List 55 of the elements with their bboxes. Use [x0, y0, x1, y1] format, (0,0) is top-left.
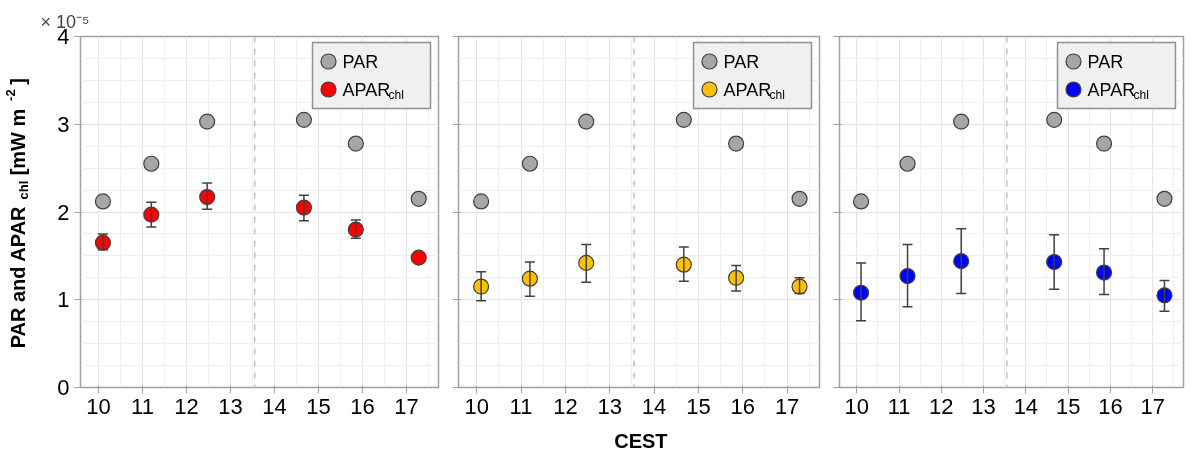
- x-tick-label: 16: [350, 393, 375, 419]
- x-tick-label: 16: [1098, 393, 1123, 419]
- x-tick-label: 11: [131, 393, 154, 419]
- x-tick-label: 13: [218, 393, 243, 419]
- point: [899, 267, 916, 285]
- point: [410, 190, 427, 207]
- point: [1095, 135, 1113, 152]
- point: [199, 113, 216, 130]
- x-tick-label: 11: [509, 393, 533, 419]
- point: [521, 155, 538, 172]
- y-tick-label: 2: [57, 199, 70, 225]
- point: [578, 113, 595, 130]
- point: [953, 113, 970, 130]
- x-tick-label: 14: [641, 393, 667, 419]
- x-axis-title: CEST: [614, 430, 668, 453]
- x-tick-label: 10: [844, 393, 870, 419]
- x-tick-label: 12: [553, 393, 578, 419]
- x-tick-label: 15: [686, 393, 711, 419]
- x-tick-label: 10: [464, 393, 489, 419]
- x-tick-label: 12: [929, 393, 954, 419]
- x-tick-label: 13: [971, 393, 996, 419]
- x-tick-label: 14: [262, 393, 287, 419]
- x-tick-label: 15: [306, 393, 331, 419]
- point: [94, 193, 112, 210]
- legend-label: PAR: [342, 51, 379, 72]
- point: [143, 206, 160, 223]
- x-tick-label: 17: [394, 393, 419, 419]
- x-tick-label: 13: [597, 393, 622, 419]
- x-tick-label: 10: [86, 393, 111, 419]
- point: [347, 135, 364, 152]
- point: [295, 111, 313, 128]
- point: [473, 193, 490, 210]
- point: [1046, 111, 1063, 128]
- point: [410, 249, 427, 266]
- y-axis-title: PAR and APARchl [mW m-2]: [3, 78, 31, 349]
- x-tick-label: 15: [1055, 393, 1081, 419]
- legend-label: PAR: [1087, 51, 1124, 72]
- point: [899, 155, 916, 172]
- y-tick-label: 1: [57, 287, 70, 313]
- x-tick-label: 14: [1013, 393, 1039, 419]
- x-tick-label: 17: [1140, 393, 1165, 419]
- point: [1156, 190, 1173, 207]
- x-tick-label: 12: [174, 393, 199, 419]
- y-tick-label: 3: [57, 111, 70, 137]
- point: [852, 193, 870, 210]
- point: [143, 155, 160, 172]
- point: [675, 111, 692, 128]
- point: [1156, 287, 1173, 304]
- y-tick-label: 0: [57, 375, 70, 400]
- legend-label: PAR: [723, 51, 760, 72]
- x-tick-label: 16: [730, 393, 756, 419]
- x-tick-label: 17: [774, 393, 800, 419]
- point: [791, 190, 808, 207]
- point: [728, 135, 745, 152]
- x-tick-label: 11: [887, 393, 911, 419]
